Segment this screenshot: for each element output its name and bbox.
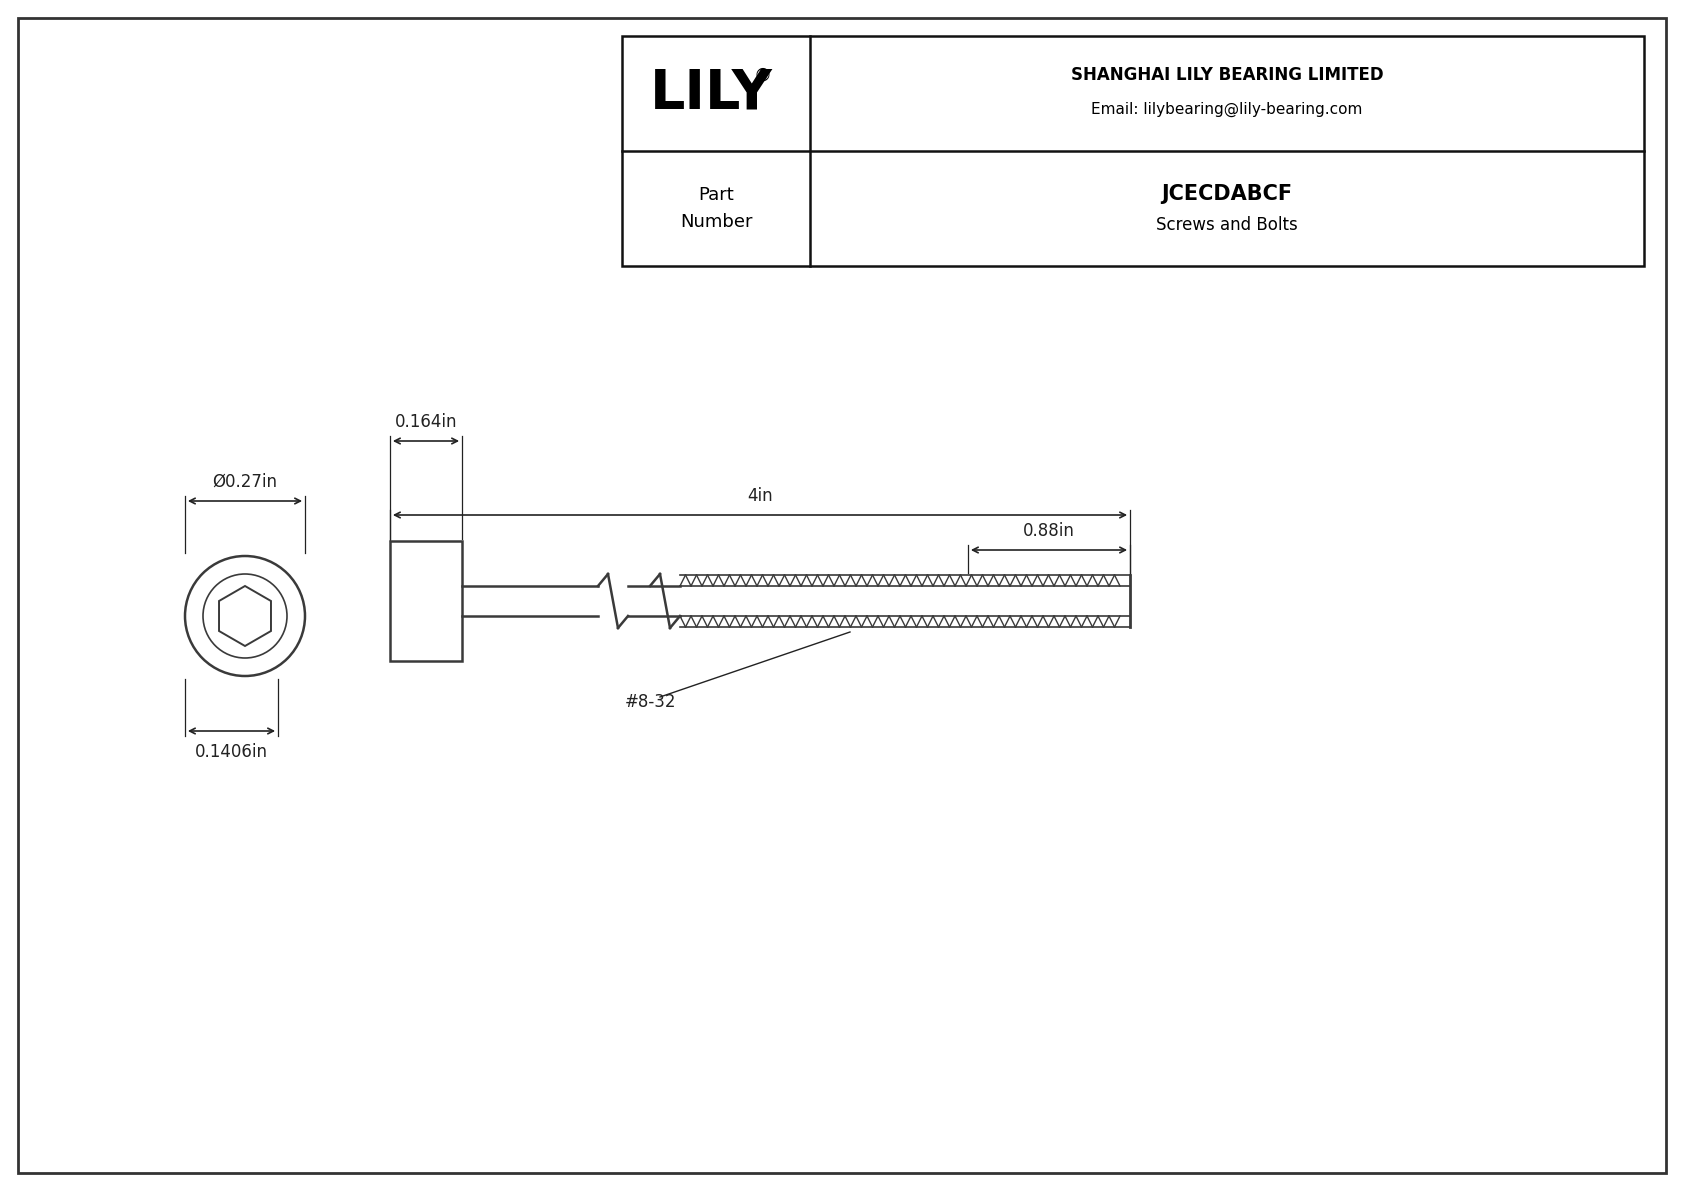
Text: Screws and Bolts: Screws and Bolts — [1157, 216, 1298, 233]
Text: Email: lilybearing@lily-bearing.com: Email: lilybearing@lily-bearing.com — [1091, 102, 1362, 117]
Text: LILY: LILY — [650, 67, 773, 120]
Bar — [391, 541, 461, 661]
Circle shape — [204, 574, 286, 657]
Bar — [621, 36, 1644, 266]
Text: 0.164in: 0.164in — [394, 413, 458, 431]
Polygon shape — [867, 216, 874, 224]
Text: ®: ® — [754, 67, 771, 85]
Text: 0.1406in: 0.1406in — [195, 743, 268, 761]
Circle shape — [861, 211, 879, 229]
Text: Part
Number: Part Number — [680, 186, 753, 231]
Circle shape — [185, 556, 305, 676]
Text: 0.88in: 0.88in — [1024, 522, 1074, 540]
Text: SHANGHAI LILY BEARING LIMITED: SHANGHAI LILY BEARING LIMITED — [1071, 67, 1383, 85]
Text: Ø0.27in: Ø0.27in — [212, 473, 278, 491]
Text: #8-32: #8-32 — [625, 693, 677, 711]
Polygon shape — [219, 586, 271, 646]
Text: 4in: 4in — [748, 487, 773, 505]
Text: JCECDABCF: JCECDABCF — [1162, 185, 1293, 205]
